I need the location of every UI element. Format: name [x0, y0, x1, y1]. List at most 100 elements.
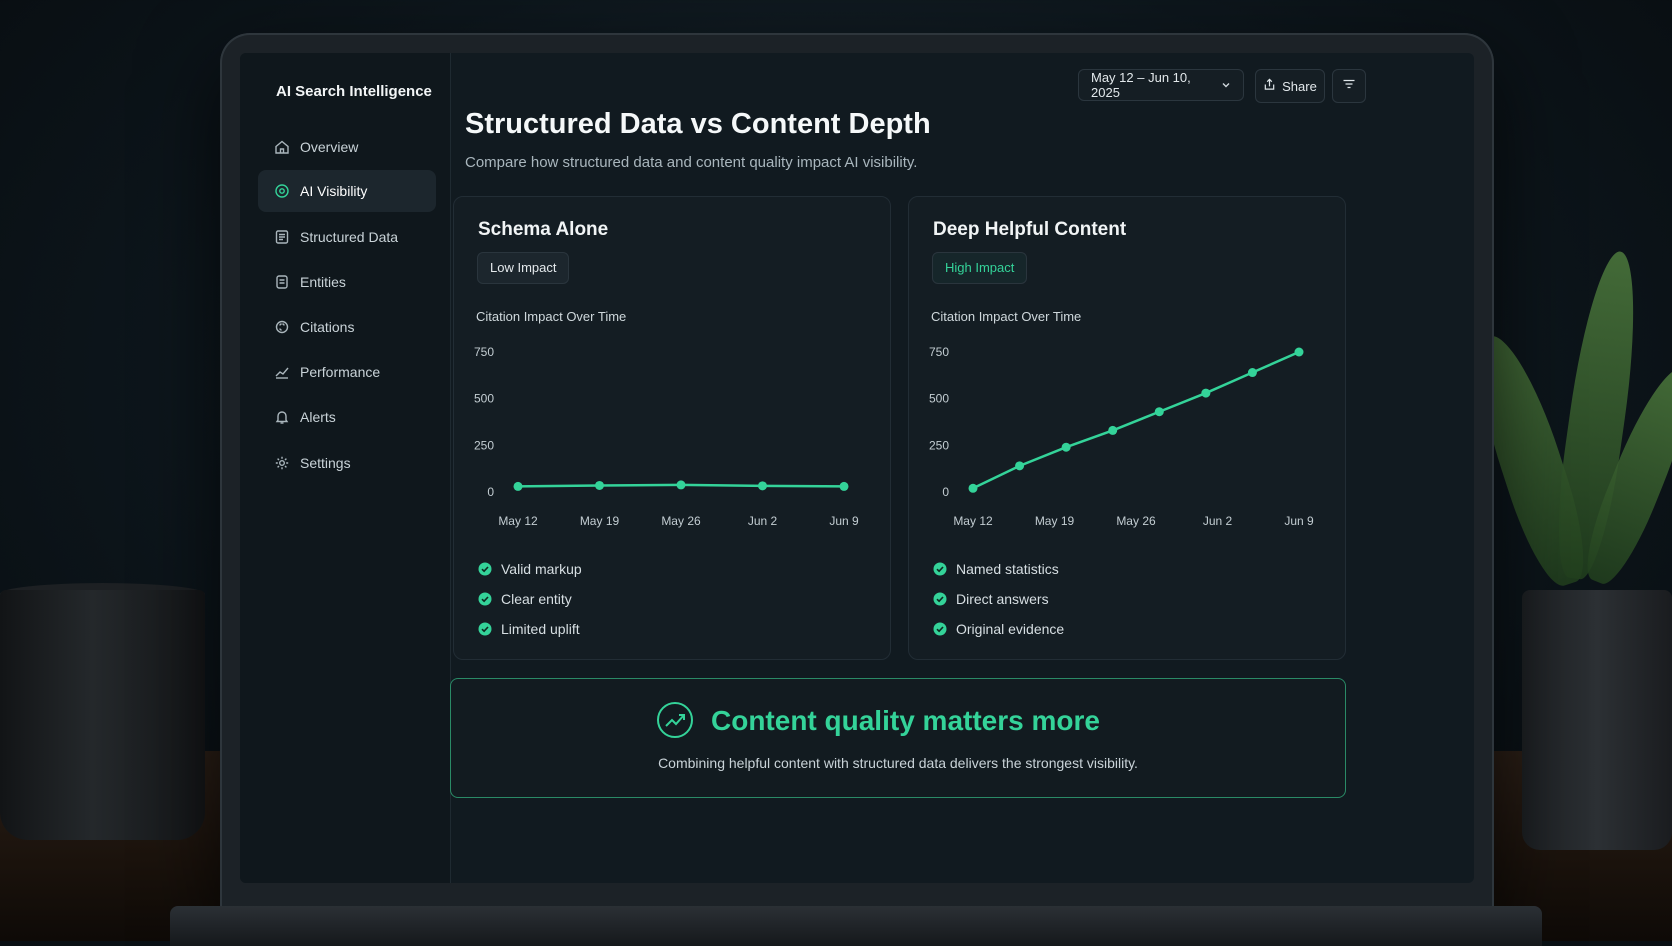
impact-badge: High Impact [932, 252, 1028, 284]
laptop-base [170, 906, 1542, 946]
data-point [968, 483, 978, 493]
sidebar-item-label: Citations [300, 319, 355, 335]
series-line [972, 350, 1300, 490]
insight-text: Combining helpful content with structure… [658, 755, 1138, 771]
data-point [513, 481, 523, 491]
list-item-label: Direct answers [956, 591, 1049, 607]
data-point [1201, 388, 1211, 398]
data-point [839, 481, 849, 491]
sidebar-item-label: AI Visibility [300, 183, 368, 199]
list-item: Valid markup [478, 554, 582, 584]
sidebar-item-citations[interactable]: Citations [258, 306, 436, 348]
data-point [1015, 461, 1025, 471]
y-tick-label: 250 [929, 438, 949, 452]
date-range-label: May 12 – Jun 10, 2025 [1091, 70, 1191, 100]
sidebar-item-structured-data[interactable]: Structured Data [258, 216, 436, 258]
filter-icon [1342, 77, 1356, 96]
y-tick-label: 0 [487, 485, 494, 499]
card-title: Deep Helpful Content [933, 219, 1127, 240]
sidebar-item-alerts[interactable]: Alerts [258, 396, 436, 438]
chart-title: Citation Impact Over Time [931, 309, 1082, 324]
sidebar-item-label: Overview [300, 139, 359, 155]
share-button[interactable]: Share [1255, 69, 1325, 103]
data-point [1108, 425, 1118, 435]
x-tick-label: May 12 [953, 514, 993, 528]
y-tick-label: 750 [929, 345, 949, 359]
check-circle-icon [478, 622, 492, 636]
insight-banner: Content quality matters more Combining h… [450, 678, 1346, 798]
target-icon [274, 183, 290, 199]
data-point [1154, 407, 1164, 417]
x-tick-label: May 19 [580, 514, 620, 528]
sidebar: AI Search Intelligence Overview AI Visib… [240, 53, 451, 883]
sidebar-item-label: Alerts [300, 409, 336, 425]
home-icon [274, 139, 290, 155]
list-item: Named statistics [933, 554, 1064, 584]
link-icon [274, 319, 290, 335]
list-item: Direct answers [933, 584, 1064, 614]
check-circle-icon [933, 562, 947, 576]
list-item: Limited uplift [478, 614, 582, 644]
y-tick-label: 500 [474, 392, 494, 406]
trending-up-icon [656, 701, 694, 739]
deep-helpful-content-card: Deep Helpful Content High Impact Citatio… [908, 196, 1346, 660]
y-tick-label: 750 [474, 345, 494, 359]
x-tick-label: May 26 [661, 514, 701, 528]
card-title: Schema Alone [478, 219, 609, 240]
share-label: Share [1282, 78, 1317, 94]
sidebar-item-label: Performance [300, 364, 381, 380]
filter-button[interactable] [1332, 69, 1366, 103]
data-point [1061, 442, 1071, 452]
sidebar-item-overview[interactable]: Overview [258, 126, 436, 168]
x-tick-label: Jun 9 [829, 514, 859, 528]
y-tick-label: 500 [929, 392, 949, 406]
page-subtitle: Compare how structured data and content … [465, 154, 918, 171]
sidebar-item-ai-visibility[interactable]: AI Visibility [258, 170, 436, 212]
date-range-picker[interactable]: May 12 – Jun 10, 2025 [1078, 69, 1244, 101]
list-item-label: Valid markup [501, 561, 582, 577]
x-tick-label: Jun 2 [1203, 514, 1233, 528]
citation-impact-chart: 0 250 500 750 May 12 May 19 May 26 Jun 2 Jun 9 [474, 345, 859, 528]
x-tick-label: May 19 [1035, 514, 1075, 528]
data-point [1294, 347, 1304, 357]
chart-title: Citation Impact Over Time [476, 309, 627, 324]
plant-pot [1522, 590, 1672, 850]
list-item: Clear entity [478, 584, 582, 614]
app-title: AI Search Intelligence [276, 83, 432, 100]
data-point [676, 480, 686, 490]
list-item-label: Limited uplift [501, 621, 580, 637]
x-tick-label: May 26 [1116, 514, 1156, 528]
data-point [758, 481, 767, 491]
page-title: Structured Data vs Content Depth [465, 108, 931, 140]
insight-title: Content quality matters more [711, 705, 1100, 736]
impact-badge: Low Impact [477, 252, 570, 284]
sidebar-item-label: Settings [300, 455, 351, 471]
sidebar-item-settings[interactable]: Settings [258, 442, 436, 484]
x-tick-label: May 12 [498, 514, 538, 528]
bell-icon [274, 409, 290, 425]
schema-alone-card: Schema Alone Low Impact Citation Impact … [453, 196, 891, 660]
list-item-label: Clear entity [501, 591, 572, 607]
y-tick-label: 250 [474, 438, 494, 452]
data-point [1247, 368, 1257, 378]
check-circle-icon [478, 592, 492, 606]
data-point [595, 480, 604, 490]
x-tick-label: Jun 2 [748, 514, 778, 528]
list-item-label: Named statistics [956, 561, 1059, 577]
chevron-down-icon [1221, 78, 1231, 93]
list-item: Original evidence [933, 614, 1064, 644]
citation-impact-chart: 0 250 500 750 May 12 May 19 May 26 Jun 2 Jun 9 [929, 345, 1314, 528]
sidebar-item-label: Structured Data [300, 229, 399, 245]
x-tick-label: Jun 9 [1284, 514, 1314, 528]
y-tick-label: 0 [942, 485, 949, 499]
gear-icon [274, 455, 290, 471]
database-icon [274, 274, 290, 290]
feature-list: Valid markup Clear entity Limited uplift [478, 554, 582, 644]
check-circle-icon [933, 622, 947, 636]
sidebar-item-label: Entities [300, 274, 346, 290]
trend-icon [274, 364, 290, 380]
sidebar-item-entities[interactable]: Entities [258, 261, 436, 303]
feature-list: Named statistics Direct answers Original… [933, 554, 1064, 644]
sidebar-item-performance[interactable]: Performance [258, 351, 436, 393]
check-circle-icon [478, 562, 492, 576]
